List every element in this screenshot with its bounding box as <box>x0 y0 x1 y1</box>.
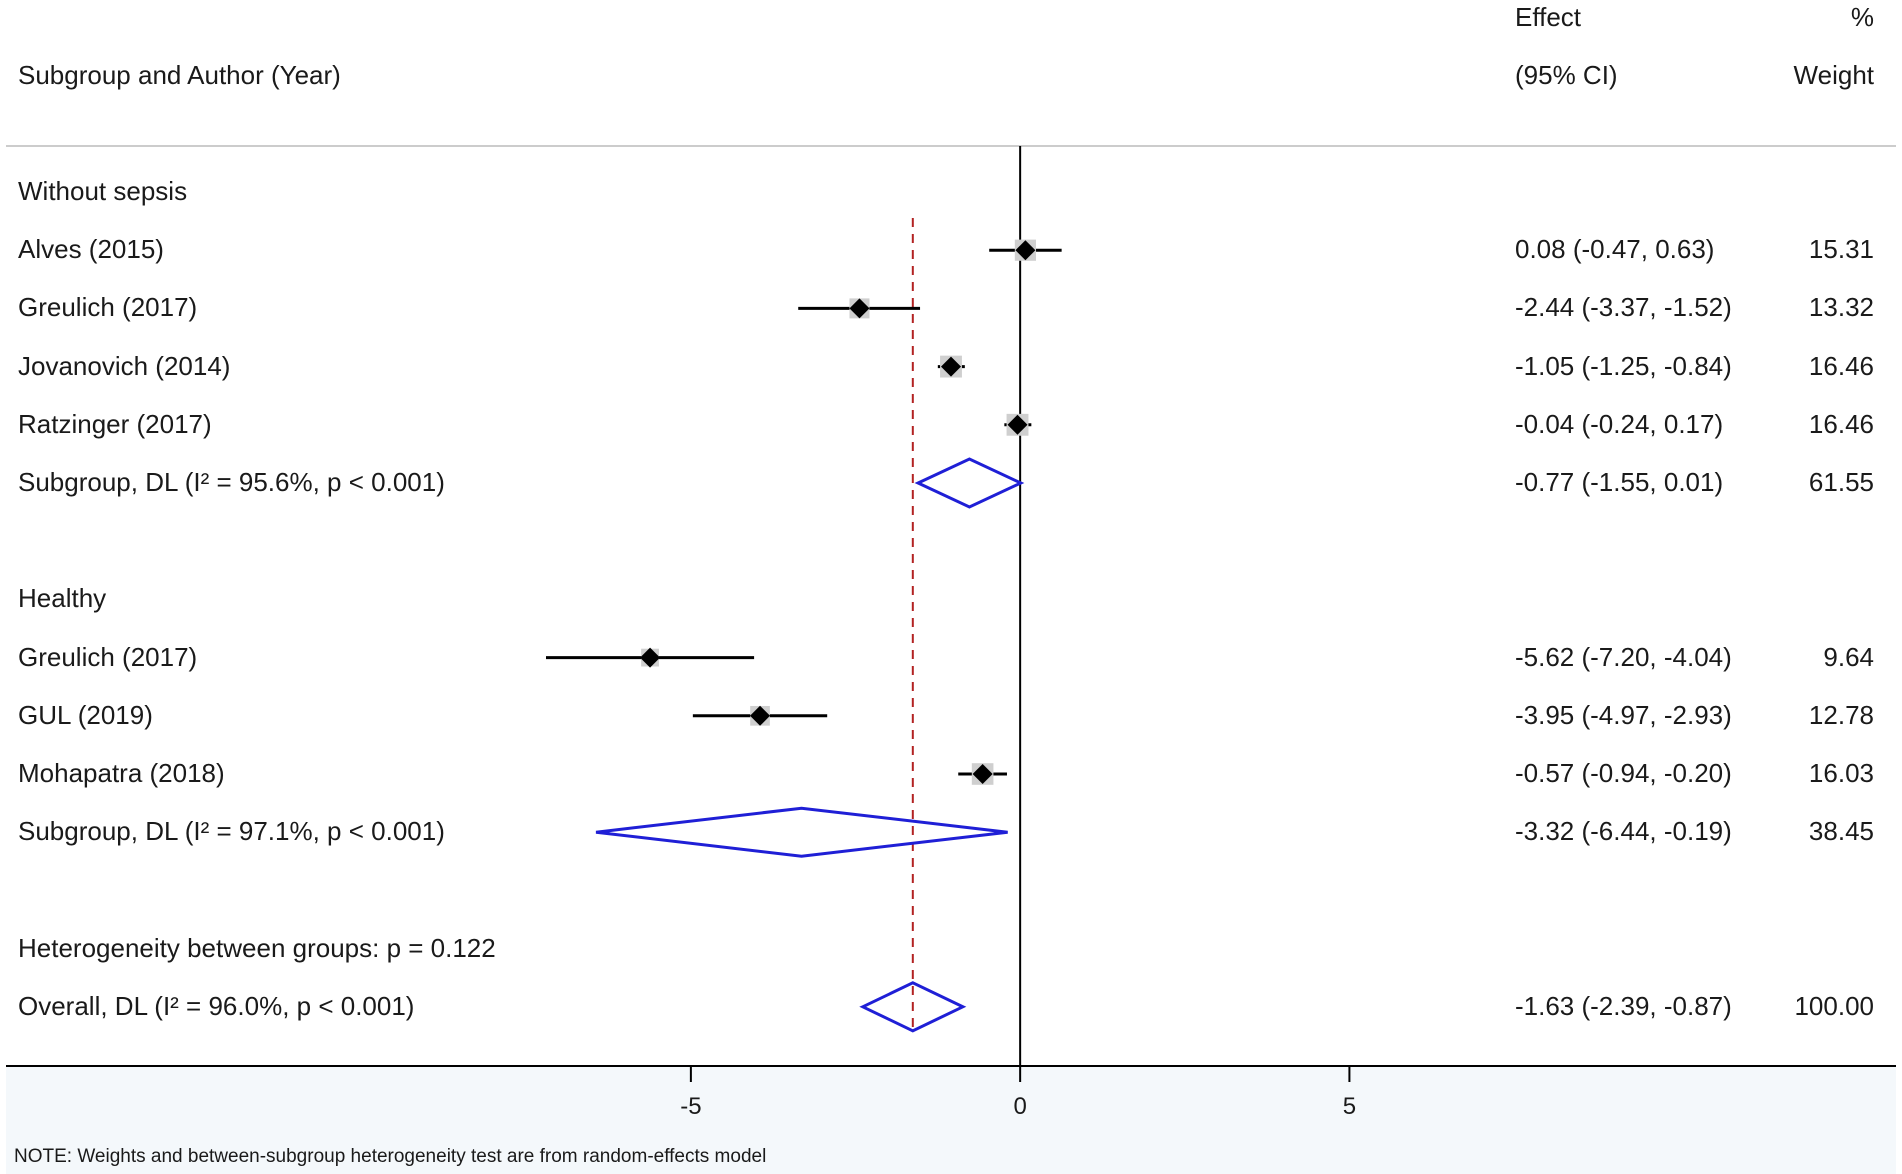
x-tick-label: 5 <box>1343 1093 1356 1120</box>
axis-panel <box>6 1066 1896 1174</box>
weight-value: 38.45 <box>1808 816 1874 847</box>
forest-marks <box>546 239 1062 1033</box>
header-label: Subgroup and Author (Year) <box>18 60 341 90</box>
overall-diamond <box>859 981 967 1033</box>
point-estimate <box>640 647 661 668</box>
effect-ci: -2.44 (-3.37, -1.52) <box>1515 292 1732 323</box>
subgroup-label: Subgroup, DL (I² = 97.1%, p < 0.001) <box>18 816 445 847</box>
group-label: Heterogeneity between groups: p = 0.122 <box>18 932 496 963</box>
effect-ci: -3.32 (-6.44, -0.19) <box>1515 816 1732 847</box>
footnote: NOTE: Weights and between-subgroup heter… <box>14 1146 767 1167</box>
study-label: Alves (2015) <box>18 234 164 265</box>
x-tick-label: 0 <box>1013 1093 1026 1120</box>
effect-ci: -1.05 (-1.25, -0.84) <box>1515 350 1732 381</box>
header-weight-line1: % <box>1850 2 1874 32</box>
header-effect-line2: (95% CI) <box>1515 60 1618 90</box>
study-label: Greulich (2017) <box>18 292 198 323</box>
study-label: Ratzinger (2017) <box>18 408 212 439</box>
weight-value: 16.03 <box>1808 758 1874 788</box>
effect-ci: -0.57 (-0.94, -0.20) <box>1515 758 1732 788</box>
study-label: Greulich (2017) <box>18 641 198 672</box>
weight-value: 16.46 <box>1808 408 1874 439</box>
effect-ci: -5.62 (-7.20, -4.04) <box>1515 641 1732 672</box>
effect-ci: -3.95 (-4.97, -2.93) <box>1515 699 1732 730</box>
point-estimate <box>1007 414 1028 435</box>
study-label: GUL (2019) <box>18 699 153 730</box>
point-estimate <box>972 764 993 784</box>
study-label: Jovanovich (2014) <box>18 350 231 381</box>
subgroup-diamond <box>914 457 1025 509</box>
point-estimate <box>750 705 771 726</box>
subgroup-label: Subgroup, DL (I² = 95.6%, p < 0.001) <box>18 467 445 497</box>
group-label: Without sepsis <box>18 176 188 206</box>
x-tick-label: -5 <box>680 1093 701 1120</box>
effect-ci: 0.08 (-0.47, 0.63) <box>1515 234 1715 265</box>
effect-ci: -1.63 (-2.39, -0.87) <box>1515 990 1732 1021</box>
point-estimate <box>849 298 870 319</box>
point-estimate <box>1015 240 1036 261</box>
weight-value: 12.78 <box>1808 699 1874 730</box>
weight-value: 15.31 <box>1808 234 1874 265</box>
point-estimate <box>941 356 961 377</box>
weight-value: 61.55 <box>1808 467 1874 497</box>
weight-value: 13.32 <box>1808 292 1874 323</box>
effect-ci: -0.04 (-0.24, 0.17) <box>1515 408 1724 439</box>
weight-value: 16.46 <box>1808 350 1874 381</box>
effect-ci: -0.77 (-1.55, 0.01) <box>1515 467 1724 497</box>
header-weight-line2: Weight <box>1793 60 1874 90</box>
weight-value: 100.00 <box>1794 990 1874 1021</box>
subgroup-diamond <box>595 806 1008 858</box>
group-label: Healthy <box>18 583 107 614</box>
study-label: Mohapatra (2018) <box>18 758 225 788</box>
overall-label: Overall, DL (I² = 96.0%, p < 0.001) <box>18 990 415 1021</box>
weight-value: 9.64 <box>1823 641 1874 672</box>
x-axis-ticks: -5 0 5 <box>680 1066 1356 1120</box>
header-effect-line1: Effect <box>1515 2 1582 32</box>
